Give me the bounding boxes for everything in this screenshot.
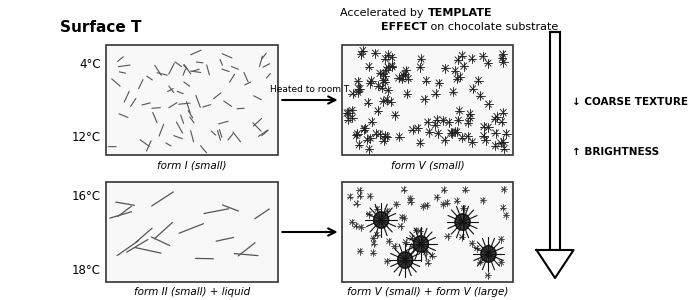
Bar xyxy=(550,32,560,250)
Text: Heated to room T: Heated to room T xyxy=(270,85,349,94)
Bar xyxy=(106,182,277,282)
Text: ↑ BRIGHTNESS: ↑ BRIGHTNESS xyxy=(572,147,659,157)
Text: form I (small): form I (small) xyxy=(158,160,227,170)
Text: form II (small) + liquid: form II (small) + liquid xyxy=(134,287,250,297)
Text: form V (small) + form V (large): form V (small) + form V (large) xyxy=(347,287,508,297)
Bar xyxy=(342,45,513,155)
Bar xyxy=(342,182,513,282)
Bar xyxy=(106,45,277,155)
Circle shape xyxy=(398,252,412,268)
Text: Surface T: Surface T xyxy=(60,20,141,35)
Text: Accelerated by: Accelerated by xyxy=(340,8,428,18)
Text: TEMPLATE: TEMPLATE xyxy=(428,8,492,18)
Circle shape xyxy=(374,212,388,228)
Text: EFFECT: EFFECT xyxy=(382,22,428,32)
Text: 16°C: 16°C xyxy=(71,190,101,203)
Text: 4°C: 4°C xyxy=(79,58,101,71)
Text: ↓ COARSE TEXTURE: ↓ COARSE TEXTURE xyxy=(572,97,687,107)
Text: 18°C: 18°C xyxy=(72,263,101,277)
Text: form V (small): form V (small) xyxy=(391,160,465,170)
Text: on chocolate substrate: on chocolate substrate xyxy=(428,22,559,32)
Circle shape xyxy=(414,236,428,252)
Text: 12°C: 12°C xyxy=(71,131,101,144)
Polygon shape xyxy=(536,250,573,278)
Circle shape xyxy=(481,246,496,262)
Circle shape xyxy=(455,214,470,230)
